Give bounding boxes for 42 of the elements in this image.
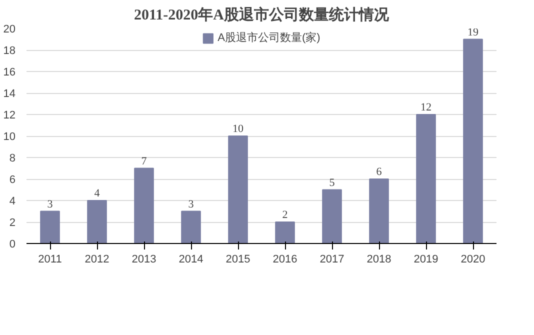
y-tick-label: 18 xyxy=(3,45,16,57)
data-label: 2 xyxy=(282,209,288,221)
bar xyxy=(40,210,60,244)
bar xyxy=(369,178,389,244)
bar xyxy=(87,200,107,244)
y-tick-label: 0 xyxy=(9,238,16,250)
y-tick-label: 12 xyxy=(3,110,16,122)
data-label: 3 xyxy=(188,198,194,210)
x-tick-label: 2020 xyxy=(460,254,486,266)
x-tick-label: 2017 xyxy=(320,254,344,266)
y-tick-label: 2 xyxy=(9,217,16,229)
x-tick-label: 2011 xyxy=(38,254,62,266)
y-tick-label: 20 xyxy=(3,24,16,36)
data-label: 3 xyxy=(47,198,54,210)
bar xyxy=(275,222,295,244)
legend-label: A股退市公司数量(家) xyxy=(218,30,320,45)
data-label: 10 xyxy=(232,123,244,135)
data-label: 4 xyxy=(94,188,100,200)
x-tick-label: 2013 xyxy=(132,254,156,266)
data-label: 12 xyxy=(420,102,432,114)
y-tick-label: 6 xyxy=(9,174,16,186)
chart-title: 2011-2020年A股退市公司数量统计情况 xyxy=(134,6,390,24)
bar xyxy=(322,189,342,244)
y-tick-label: 10 xyxy=(3,131,16,143)
x-tick-label: 2012 xyxy=(84,254,110,266)
data-label: 7 xyxy=(141,155,148,168)
bar xyxy=(134,168,154,244)
x-tick-label: 2016 xyxy=(272,254,298,266)
y-tick-label: 16 xyxy=(3,66,16,78)
bar xyxy=(463,38,483,244)
bar xyxy=(228,136,248,244)
y-tick-label: 14 xyxy=(3,88,16,100)
y-tick-label: 8 xyxy=(9,152,16,164)
data-label: 5 xyxy=(329,176,336,189)
x-tick-label: 2019 xyxy=(414,254,438,266)
x-tick-label: 2014 xyxy=(178,254,204,266)
bar xyxy=(181,210,201,244)
data-label: 6 xyxy=(376,166,382,178)
bar xyxy=(416,114,436,244)
y-tick-label: 4 xyxy=(9,196,16,208)
x-tick-label: 2018 xyxy=(366,254,392,266)
x-tick-label: 2015 xyxy=(226,254,250,266)
